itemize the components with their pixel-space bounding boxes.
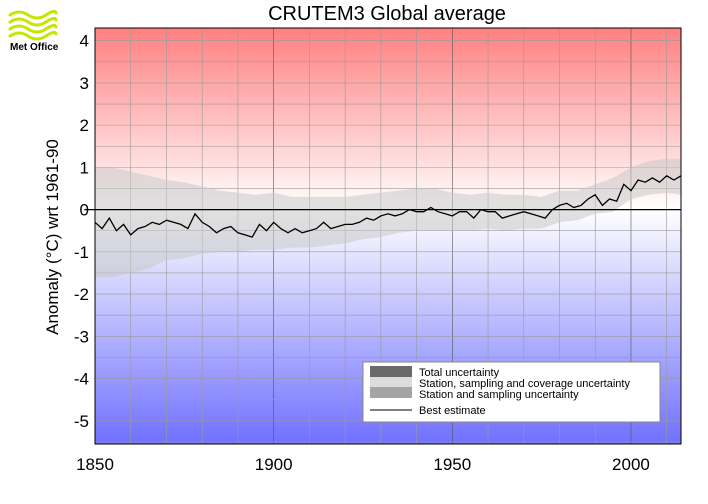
x-tick-label: 1950: [433, 455, 471, 474]
legend-label-station-sampling: Station and sampling uncertainty: [419, 389, 579, 401]
wave-icon: [8, 9, 58, 41]
y-tick-label: 2: [80, 116, 89, 135]
legend-label-best-estimate: Best estimate: [419, 405, 486, 417]
y-tick-label: -3: [74, 327, 89, 346]
x-tick-label: 1850: [76, 455, 114, 474]
plot-frame: [94, 27, 682, 445]
best-estimate-line: [94, 174, 682, 238]
y-axis-label: Anomaly (°C) wrt 1961-90: [43, 139, 62, 335]
legend-label-station-sampling-coverage: Station, sampling and coverage uncertain…: [419, 378, 630, 390]
series-lines: [84, 174, 682, 238]
y-tick-label: 0: [80, 201, 89, 220]
uncertainty-bands: [95, 158, 681, 278]
legend-label-total-uncertainty: Total uncertainty: [419, 367, 500, 379]
y-tick-label: 4: [80, 32, 89, 51]
y-tick-label: -4: [74, 370, 89, 389]
legend-swatch-station-sampling: [370, 387, 412, 398]
x-tick-label: 1900: [255, 455, 293, 474]
y-tick-label: -1: [74, 243, 89, 262]
legend-box: [362, 361, 661, 423]
y-tick-label: 1: [80, 158, 89, 177]
total-uncertainty-band: [95, 158, 681, 278]
legend-swatch-station-sampling-coverage: [370, 377, 412, 387]
y-tick-label: -2: [74, 285, 89, 304]
y-tick-label: -5: [74, 412, 89, 431]
logo-text: Met Office: [10, 42, 59, 53]
x-tick-labels: 1850 1900 1950 2000: [76, 455, 650, 474]
y-tick-labels: -5 -4 -3 -2 -1 0 1 2 3 4: [74, 32, 89, 431]
legend-swatch-total-uncertainty: [370, 366, 412, 377]
x-tick-label: 2000: [612, 455, 650, 474]
y-tick-label: 3: [80, 74, 89, 93]
met-office-logo: Met Office: [8, 9, 59, 53]
chart-title: CRUTEM3 Global average: [268, 3, 506, 25]
legend: Total uncertainty Station, sampling and …: [362, 361, 661, 423]
